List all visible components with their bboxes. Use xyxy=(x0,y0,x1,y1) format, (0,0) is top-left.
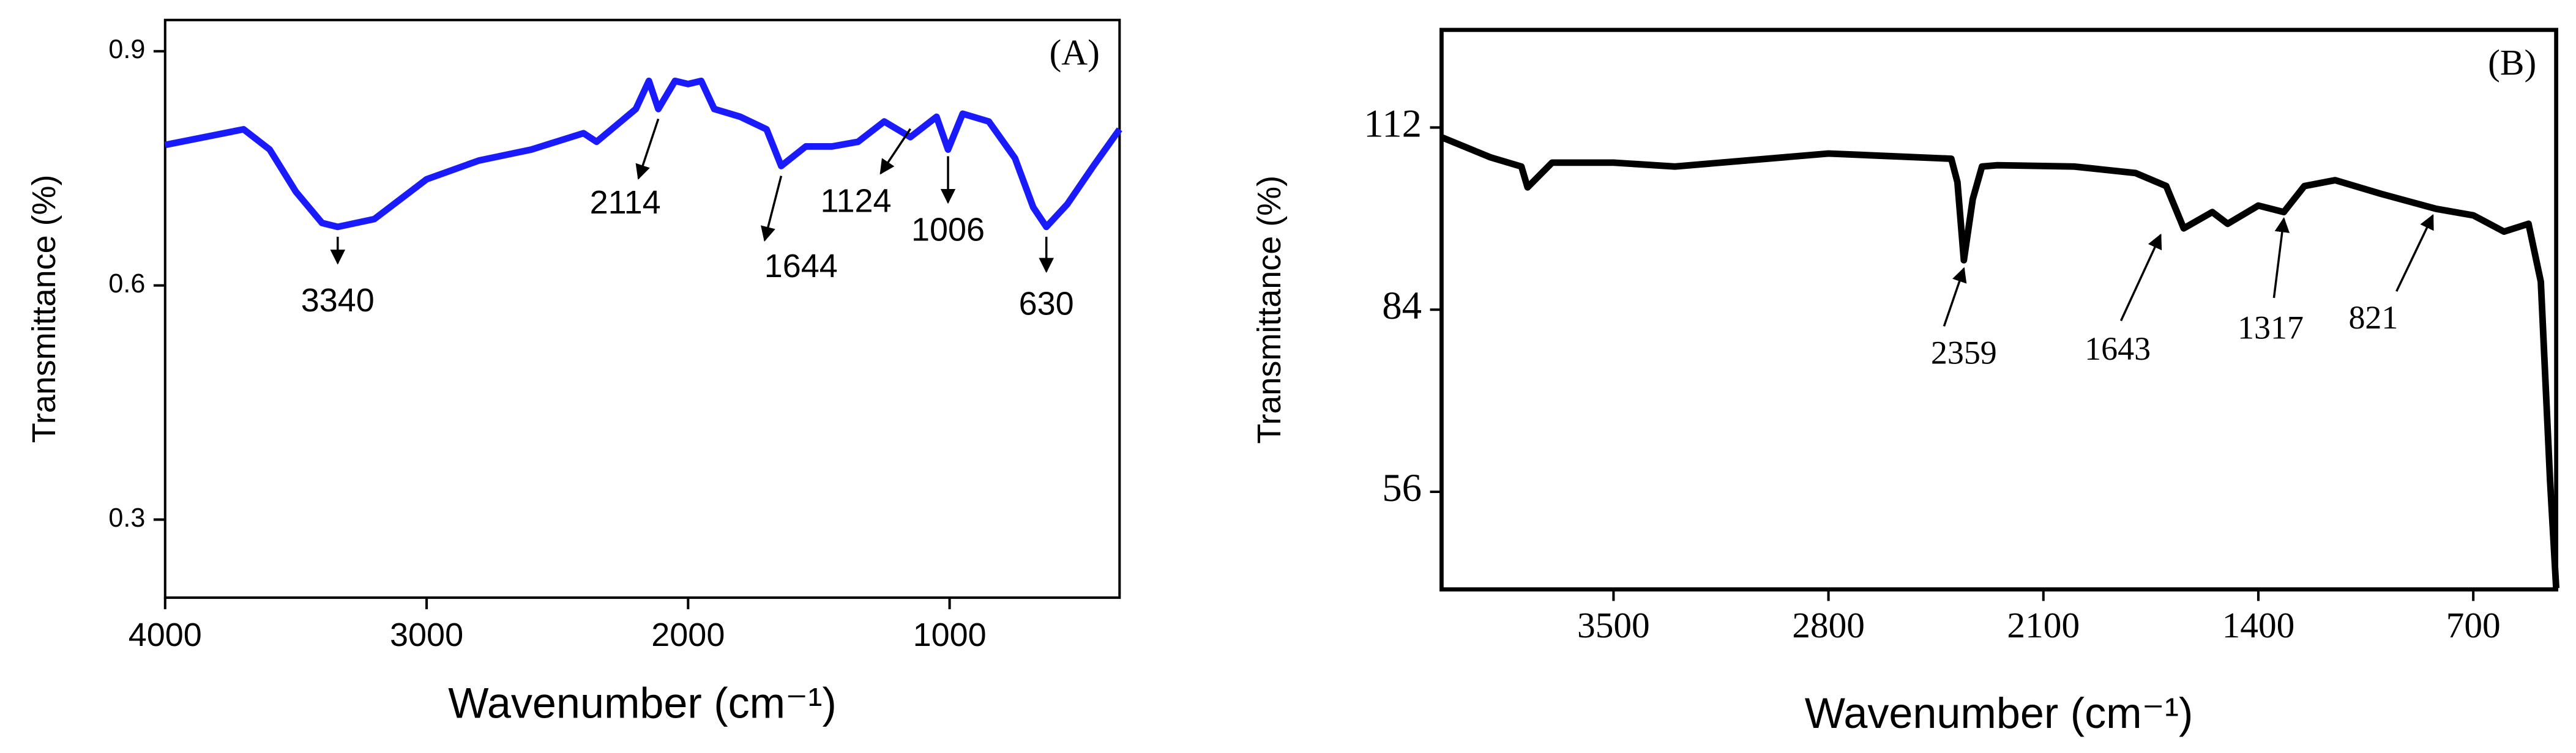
annotation-arrow xyxy=(2395,213,2434,292)
panel-label: (B) xyxy=(2488,42,2536,83)
y-tick-label: 84 xyxy=(1382,284,1422,328)
x-axis-label: Wavenumber (cm⁻¹) xyxy=(448,679,837,727)
y-tick-label: 0.6 xyxy=(108,269,145,299)
spectrum-line xyxy=(164,77,1122,231)
annotation-label: 1317 xyxy=(2238,309,2304,346)
plot-frame xyxy=(163,18,1121,599)
y-axis-label: Transmittance (%) xyxy=(1251,176,1288,444)
annotation-label: 1006 xyxy=(911,212,985,248)
annotation-label: 821 xyxy=(2348,299,2398,336)
x-tick-label: 4000 xyxy=(129,617,202,653)
annotation-arrow xyxy=(2272,217,2290,299)
annotation-label: 1124 xyxy=(820,182,891,219)
y-tick-label: 0.9 xyxy=(108,35,145,64)
x-tick-label: 700 xyxy=(2446,605,2501,645)
annotation-arrow xyxy=(879,128,911,175)
x-axis-label: Wavenumber (cm⁻¹) xyxy=(1805,689,2193,737)
y-axis-label: Transmittance (%) xyxy=(26,175,62,443)
y-tick-label: 0.3 xyxy=(108,503,145,533)
x-tick-label: 1400 xyxy=(2222,605,2295,645)
annotation-label: 630 xyxy=(1019,286,1074,322)
y-tick-label: 56 xyxy=(1382,466,1422,510)
panel: 4000 3000 2000 1000 0.3 0.6 0.9 Wavenumber (cm⁻… xyxy=(26,18,1122,727)
annotation-label: 3340 xyxy=(301,282,375,319)
x-tick-label: 2100 xyxy=(2007,605,2080,645)
spectrum-line xyxy=(1440,134,2560,588)
annotation-arrow xyxy=(761,176,783,242)
annotation-label: 2114 xyxy=(590,184,661,221)
annotation-label: 2359 xyxy=(1931,334,1997,371)
x-tick-label: 2800 xyxy=(1792,605,1865,645)
panel-label: (A) xyxy=(1050,32,1100,73)
annotation-arrow xyxy=(1943,267,1967,327)
annotation-arrow xyxy=(2119,233,2162,322)
x-tick-label: 1000 xyxy=(913,617,987,653)
panel: 3500 2800 2100 1400 700 56 84 112 Wavenumber (cm… xyxy=(1251,28,2560,737)
x-tick-label: 2000 xyxy=(651,617,725,653)
y-tick-label: 112 xyxy=(1364,102,1422,146)
annotation-label: 1643 xyxy=(2085,330,2151,367)
x-tick-label: 3000 xyxy=(390,617,463,653)
x-tick-label: 3500 xyxy=(1577,605,1650,645)
annotation-label: 1644 xyxy=(764,248,838,284)
annotation-arrow xyxy=(635,118,660,180)
